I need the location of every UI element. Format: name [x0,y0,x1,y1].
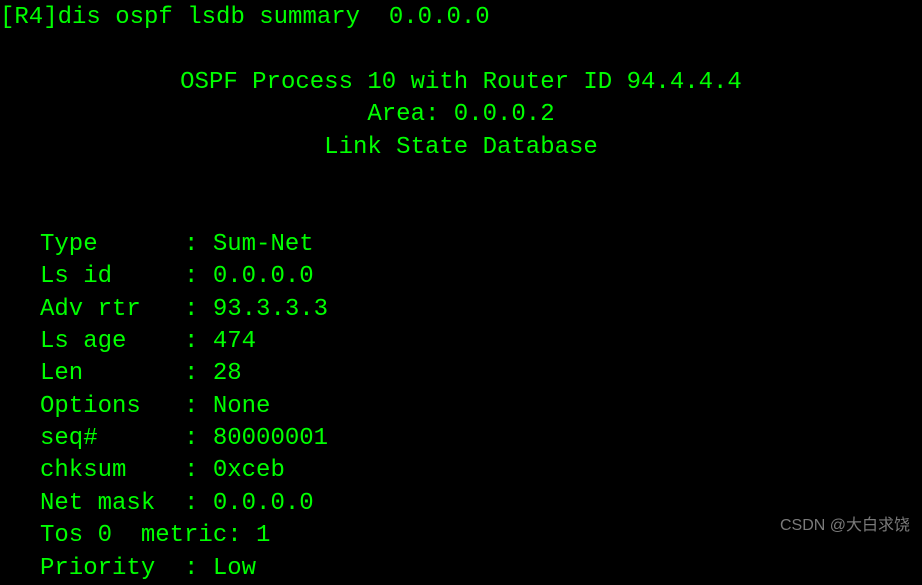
header-lsdb: Link State Database [0,132,922,164]
blank-line [0,34,922,66]
lsa-field-row: Ls age : 474 [0,326,922,358]
lsa-field-row: Ls id : 0.0.0.0 [0,261,922,293]
header-area: Area: 0.0.0.2 [0,99,922,131]
header-process: OSPF Process 10 with Router ID 94.4.4.4 [0,67,922,99]
lsa-field-row: Priority : Low [0,553,922,585]
lsa-field-row: Adv rtr : 93.3.3.3 [0,294,922,326]
blank-line [0,196,922,228]
lsa-field-row: Type : Sum-Net [0,229,922,261]
lsa-field-row: Len : 28 [0,358,922,390]
command-line: [R4]dis ospf lsdb summary 0.0.0.0 [0,2,922,34]
lsa-field-row: seq# : 80000001 [0,423,922,455]
lsa-field-row: Options : None [0,391,922,423]
watermark: CSDN @大白求饶 [780,515,910,537]
command-text: dis ospf lsdb summary 0.0.0.0 [58,4,490,31]
prompt: [R4] [0,4,58,31]
lsa-field-row: chksum : 0xceb [0,455,922,487]
blank-line [0,164,922,196]
